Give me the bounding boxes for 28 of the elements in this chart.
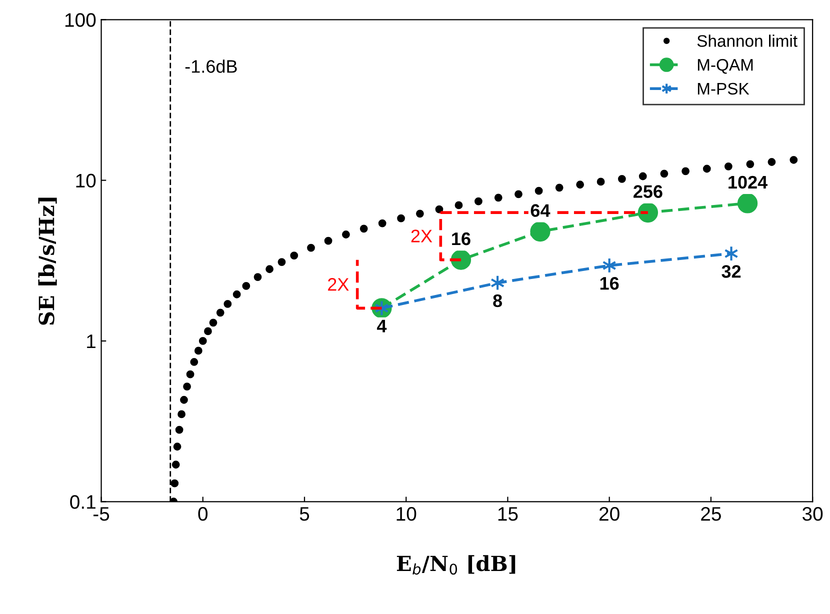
x-tick-label: 0 <box>198 507 208 521</box>
x-tick-label: 5 <box>300 507 310 521</box>
annotation: 4 <box>376 320 387 332</box>
annotation: 32 <box>722 265 741 278</box>
y-tick-label: 0.1 <box>70 495 96 509</box>
annotation: 16 <box>600 276 619 290</box>
y-tick-label: 1 <box>87 334 96 348</box>
annotation: 256 <box>634 185 662 198</box>
x-tick-label: 30 <box>802 507 823 521</box>
y-axis-title: SE [b/s/Hz] <box>38 198 57 325</box>
x-tick-label: -5 <box>93 507 110 521</box>
ref-line-label: -1.6dB <box>185 60 237 73</box>
x-tick-label: 20 <box>600 507 620 521</box>
annotation: 8 <box>493 294 502 308</box>
annotation: 16 <box>452 232 470 246</box>
y-tick-label: 10 <box>76 174 96 188</box>
x-tick-label: 15 <box>498 507 518 521</box>
annotation: 1024 <box>728 176 768 189</box>
annotation: 64 <box>530 204 550 217</box>
legend-label: M-QAM <box>698 58 753 74</box>
legend-label: Shannon limit <box>697 34 798 47</box>
legend-label: M-PSK <box>698 82 750 95</box>
y-tick-label: 100 <box>65 13 96 27</box>
x-tick-label: 10 <box>396 507 416 521</box>
annotation: 2X <box>411 230 432 242</box>
x-tick-label: 25 <box>701 507 721 521</box>
annotation: 2X <box>328 278 349 291</box>
x-axis-title: E$_{b}$/N$_{0}$ [dB] <box>396 555 516 575</box>
